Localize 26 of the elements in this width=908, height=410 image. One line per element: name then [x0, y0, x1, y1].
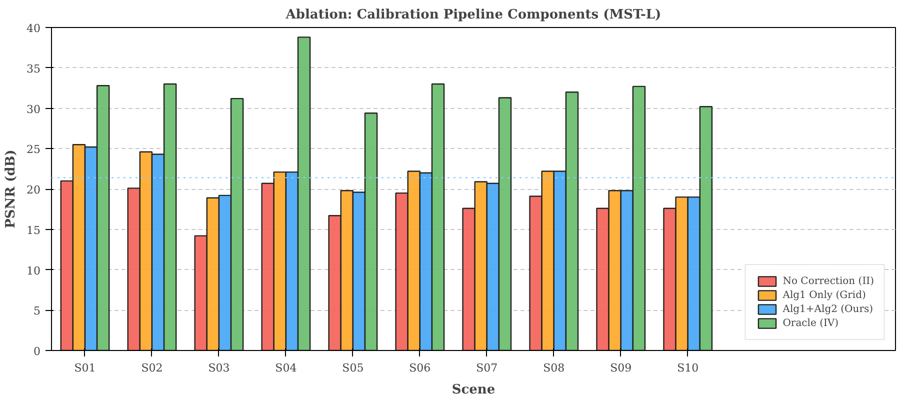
y-tick-label: 25 — [26, 143, 41, 156]
y-tick-label: 20 — [26, 184, 41, 196]
y-tick-label: 15 — [26, 224, 41, 237]
x-tick-label: S06 — [409, 362, 431, 374]
x-tick-label: S03 — [208, 362, 230, 374]
y-tick-label: 10 — [26, 264, 41, 278]
legend-label: Alg1 Only (Grid) — [782, 290, 866, 300]
y-tick-label: 5 — [34, 304, 40, 318]
x-tick-label: S05 — [342, 362, 364, 374]
y-tick-label: 0 — [34, 345, 40, 358]
y-axis-title: PSNR (dB) — [4, 150, 19, 228]
x-axis-title: Scene — [452, 382, 496, 398]
y-tick-label: 40 — [26, 22, 41, 35]
x-tick-label: S04 — [275, 362, 297, 374]
x-tick-label: S02 — [141, 362, 163, 374]
x-tick-label: S07 — [476, 362, 498, 374]
x-tick-label: S08 — [543, 362, 565, 374]
x-tick-label: S01 — [74, 362, 96, 374]
legend-label: Alg1+Alg2 (Ours) — [782, 304, 874, 314]
legend-label: Oracle (IV) — [782, 318, 839, 328]
x-tick-label: S10 — [677, 362, 699, 374]
legend-label: No Correction (II) — [782, 276, 874, 286]
y-tick-label: 35 — [26, 62, 41, 76]
chart-title: Ablation: Calibration Pipeline Components (MST-L) — [284, 8, 662, 22]
y-tick-label: 30 — [26, 102, 41, 116]
x-tick-label: S09 — [610, 362, 632, 374]
